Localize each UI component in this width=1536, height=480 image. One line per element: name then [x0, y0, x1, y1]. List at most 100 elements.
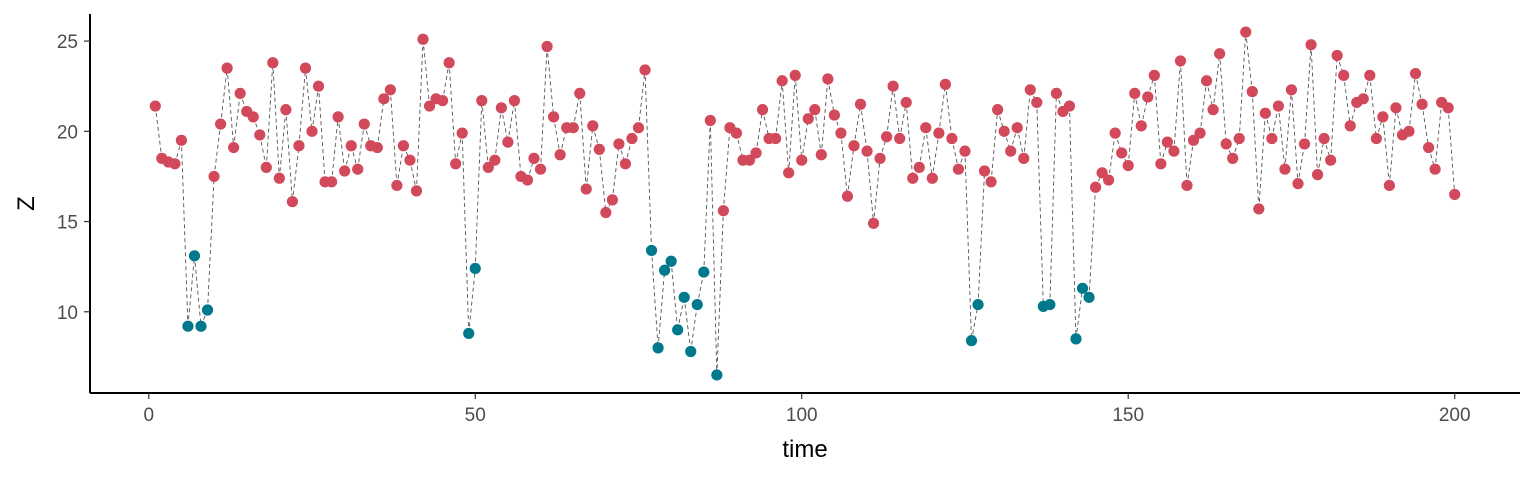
connector-segment [873, 158, 881, 224]
connector-segment [1330, 55, 1338, 161]
connector-segment [1408, 73, 1416, 132]
connector-segment [1186, 140, 1194, 186]
data-point-high [1272, 100, 1285, 112]
connector-segment [213, 124, 222, 177]
data-point-high [149, 100, 161, 112]
connector-segment [416, 39, 424, 191]
connector-segment [1297, 143, 1305, 184]
data-point-high [854, 98, 867, 110]
data-point-high [1390, 102, 1402, 114]
connector-segment [1304, 44, 1312, 144]
data-point-high [1429, 163, 1441, 175]
data-point-high [404, 154, 416, 166]
connector-segment [409, 160, 417, 191]
connector-segment [154, 105, 163, 159]
data-point-high [867, 217, 880, 229]
data-point-high [887, 80, 899, 92]
data-point-high [1187, 134, 1200, 146]
connector-segment [1069, 106, 1077, 339]
data-point-high [1357, 93, 1369, 105]
y-axis-ticks: 10 15 20 25 [57, 32, 90, 324]
data-point-high [1259, 107, 1271, 119]
data-point-high [789, 69, 801, 81]
data-point-high [1024, 84, 1036, 96]
data-points-layer [149, 26, 1461, 381]
data-point-high [939, 78, 951, 90]
data-point-high [1227, 152, 1239, 164]
data-point-low [685, 345, 697, 358]
connector-segment [977, 170, 986, 305]
connector-segment [1134, 93, 1142, 126]
connector-segment [971, 304, 979, 341]
connector-segment [1238, 32, 1247, 139]
data-point-high [345, 140, 357, 152]
data-point-high [221, 62, 233, 74]
y-axis-title: Z [13, 196, 40, 211]
connector-segment [1277, 105, 1286, 170]
data-point-high [574, 87, 586, 100]
data-point-high [593, 143, 605, 155]
data-point-high [214, 118, 227, 130]
data-point-low [469, 262, 481, 275]
data-point-high [443, 57, 455, 69]
connector-segment [827, 78, 835, 116]
data-point-high [228, 141, 240, 154]
connector-segment [494, 107, 502, 161]
connector-segment [291, 145, 300, 202]
connector-segment [1180, 60, 1188, 186]
connector-segment [925, 127, 933, 179]
data-point-high [639, 64, 651, 76]
data-point-high [1311, 169, 1324, 181]
connector-segment [651, 250, 659, 348]
connector-segment [638, 69, 646, 128]
data-point-low [182, 320, 194, 332]
connector-segment [357, 124, 365, 170]
data-point-high [978, 165, 991, 177]
data-point-low [672, 324, 684, 336]
data-point-high [1292, 178, 1304, 190]
data-point-high [267, 57, 279, 69]
data-point-high [1364, 69, 1376, 81]
data-point-high [1109, 127, 1121, 139]
connector-segment [944, 84, 953, 139]
connector-segment [722, 127, 731, 211]
data-point-high [489, 154, 501, 166]
connector-segment [905, 102, 914, 179]
data-point-high [312, 80, 325, 92]
data-point-high [1377, 111, 1389, 123]
connector-segment [1127, 93, 1136, 166]
connector-segment [1291, 89, 1299, 184]
data-point-high [378, 93, 390, 105]
connector-segment [572, 93, 581, 128]
connector-segment [1023, 89, 1031, 159]
data-point-high [1344, 120, 1356, 132]
data-point-high [280, 104, 292, 116]
data-point-high [580, 183, 592, 195]
connector-segment [194, 255, 202, 327]
data-point-high [299, 62, 312, 74]
data-point-high [1181, 179, 1193, 192]
x-tick-label: 200 [1439, 405, 1471, 426]
data-point-low [1076, 282, 1089, 294]
data-point-high [254, 129, 266, 141]
data-point-high [632, 122, 645, 134]
connector-segment [788, 75, 796, 173]
connector-segment [990, 109, 999, 182]
x-tick-label: 150 [1112, 405, 1144, 426]
data-point-low [188, 250, 201, 262]
data-point-high [717, 205, 729, 217]
connector-segment [886, 86, 894, 137]
connector-segment [892, 86, 901, 139]
data-point-high [273, 172, 285, 184]
connector-segment [1108, 133, 1116, 181]
connector-segment [1310, 44, 1319, 175]
data-point-high [332, 111, 344, 123]
data-point-high [1148, 69, 1160, 81]
connector-segment [670, 261, 679, 330]
data-point-high [1122, 160, 1134, 172]
connector-segment [1245, 31, 1253, 92]
data-point-high [1135, 120, 1147, 132]
data-point-high [260, 161, 272, 174]
data-point-high [1194, 127, 1206, 139]
